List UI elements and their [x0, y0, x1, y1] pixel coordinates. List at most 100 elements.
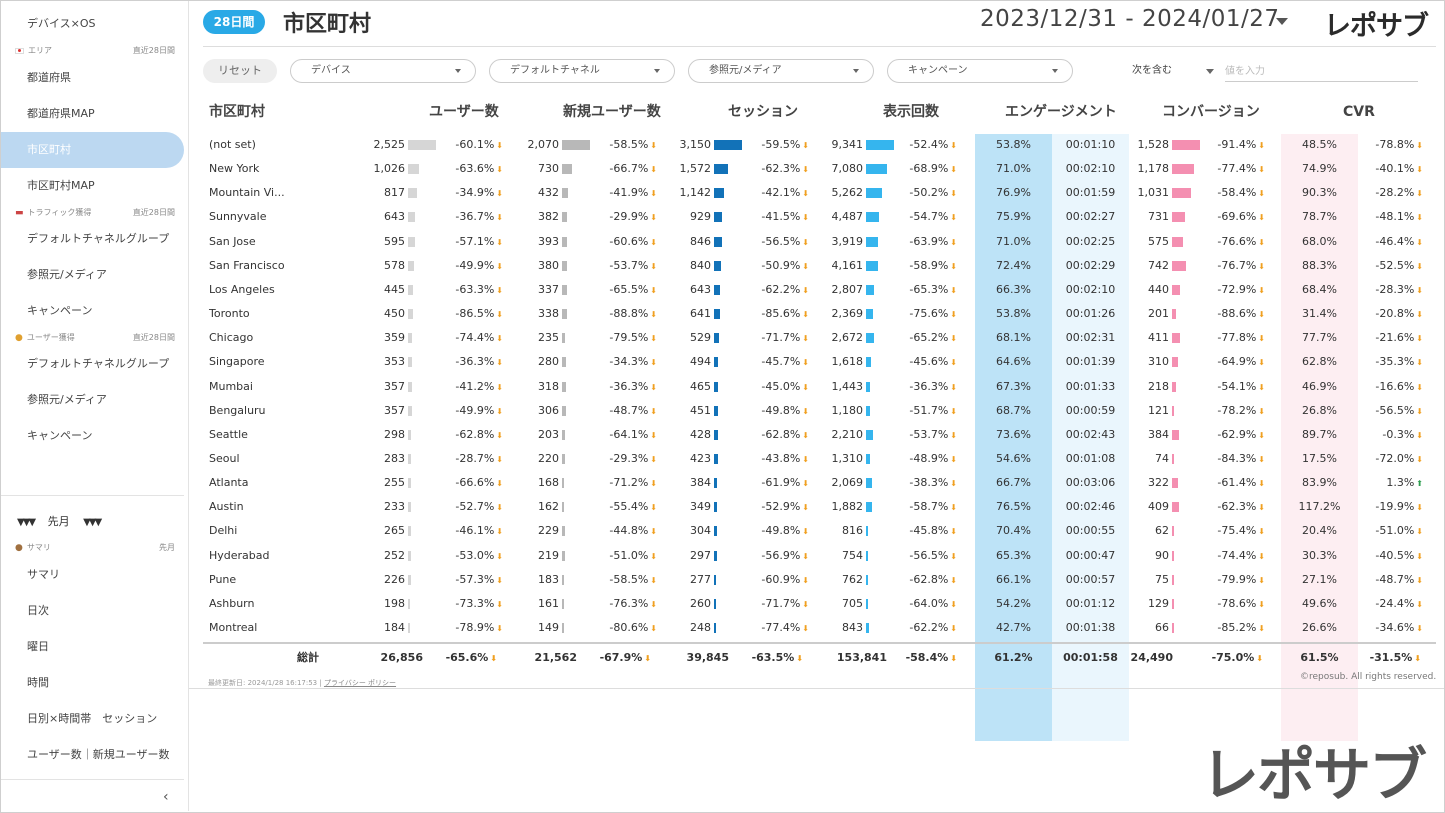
- arrow-down-icon: ⬇: [496, 551, 503, 561]
- chevron-down-icon[interactable]: [1276, 18, 1288, 25]
- bar-mark: [1172, 236, 1183, 247]
- table-row[interactable]: Ashburn 198 -73.3% ⬇ 161 -76.3% ⬇ 260 -71.7% ⬇ 705…: [203, 592, 1436, 616]
- sidebar-item-prefecture[interactable]: 都道府県: [27, 71, 71, 84]
- channel-filter[interactable]: デフォルトチャネル: [489, 59, 675, 83]
- sidebar-item-hour[interactable]: 時間: [27, 676, 49, 689]
- header-city[interactable]: 市区町村: [209, 104, 265, 120]
- source-medium-filter[interactable]: 参照元/メディア: [688, 59, 874, 83]
- change-cell: -58.5% ⬇: [593, 133, 657, 157]
- engagement-cell: 42.7%: [996, 621, 1031, 634]
- header-conversions[interactable]: コンバージョン: [1162, 104, 1260, 120]
- engagement-cell: 71.0%: [996, 162, 1031, 176]
- table-row[interactable]: Toronto 450 -86.5% ⬇ 338 -88.8% ⬇ 641 -85.6% ⬇ 2,3…: [203, 302, 1436, 326]
- table-row[interactable]: Pune 226 -57.3% ⬇ 183 -58.5% ⬇ 277 -60.9% ⬇ 762 -62…: [203, 568, 1436, 592]
- change-value: -28.7%: [455, 451, 495, 465]
- change-cell: -76.3% ⬇: [593, 592, 657, 616]
- change-value: -68.9%: [909, 162, 949, 176]
- sidebar-item-summary[interactable]: サマリ: [27, 568, 60, 581]
- header-engagement[interactable]: エンゲージメント: [1005, 104, 1117, 120]
- reset-button[interactable]: リセット: [203, 59, 277, 83]
- cvr-cell: 17.5%: [1302, 451, 1337, 465]
- bar-mark: [714, 260, 721, 271]
- table-row[interactable]: New York 1,026 -63.6% ⬇ 730 -66.7% ⬇ 1,572 -62.3…: [203, 157, 1436, 181]
- table-row[interactable]: Seoul 283 -28.7% ⬇ 220 -29.3% ⬇ 423 -43.8% ⬇ 1,310…: [203, 447, 1436, 471]
- change-cell: -49.8% ⬇: [745, 519, 809, 543]
- change-value: -45.0%: [761, 379, 801, 393]
- sidebar-item-prefecture-map[interactable]: 都道府県MAP: [27, 107, 95, 120]
- table-row[interactable]: Chicago 359 -74.4% ⬇ 235 -79.5% ⬇ 529 -71.7% ⬇ 2,6…: [203, 326, 1436, 350]
- chevron-left-icon[interactable]: ‹: [163, 789, 169, 805]
- arrow-down-icon: ⬇: [496, 261, 503, 271]
- bar-mark: [714, 236, 722, 247]
- header-cvr[interactable]: CVR: [1343, 104, 1375, 120]
- change-value: -56.5%: [909, 548, 949, 562]
- table-row[interactable]: San Francisco 578 -49.9% ⬇ 380 -53.7% ⬇ 840 -50.…: [203, 254, 1436, 278]
- sidebar-item-city-map[interactable]: 市区町村MAP: [27, 179, 95, 192]
- header-users[interactable]: ユーザー数: [429, 104, 499, 120]
- match-mode-select[interactable]: 次を含む: [1132, 62, 1216, 80]
- table-row[interactable]: Austin 233 -52.7% ⬇ 162 -55.4% ⬇ 349 -52.9% ⬇ 1,88…: [203, 495, 1436, 519]
- sidebar-item-day-hour-session[interactable]: 日別×時間帯 セッション: [27, 712, 158, 725]
- date-range-picker[interactable]: 2023/12/31 - 2024/01/27: [980, 6, 1280, 32]
- change-cell: -24.4% ⬇: [1359, 592, 1423, 616]
- bar-mark: [866, 260, 878, 271]
- value-cell: 90: [1155, 548, 1169, 562]
- value-cell: 255: [384, 476, 405, 490]
- table-row[interactable]: Los Angeles 445 -63.3% ⬇ 337 -65.5% ⬇ 643 -62.2%…: [203, 278, 1436, 302]
- bar-mark: [1172, 381, 1176, 392]
- sidebar-item-traffic-source[interactable]: 参照元/メディア: [27, 268, 107, 281]
- change-cell: -29.3% ⬇: [593, 447, 657, 471]
- sidebar-item-user-channel[interactable]: デフォルトチャネルグループ: [27, 357, 170, 370]
- header-views[interactable]: 表示回数: [883, 104, 939, 120]
- change-value: -75.6%: [909, 307, 949, 321]
- change-value: -61.9%: [761, 476, 801, 490]
- sidebar-item-user-campaign[interactable]: キャンペーン: [27, 429, 93, 442]
- table-row[interactable]: Hyderabad 252 -53.0% ⬇ 219 -51.0% ⬇ 297 -56.9% ⬇ 7…: [203, 544, 1436, 568]
- filter-value-input[interactable]: [1225, 62, 1418, 82]
- table-row[interactable]: Delhi 265 -46.1% ⬇ 229 -44.8% ⬇ 304 -49.8% ⬇ 816 -4…: [203, 519, 1436, 543]
- change-value: -49.8%: [761, 403, 801, 417]
- bar-mark: [562, 478, 564, 489]
- table-row[interactable]: (not set) 2,525 -60.1% ⬇ 2,070 -58.5% ⬇ 3,150 -5…: [203, 133, 1436, 157]
- change-cell: -57.3% ⬇: [439, 568, 503, 592]
- arrow-down-icon: ⬇: [650, 575, 657, 585]
- arrow-down-icon: ⬇: [802, 310, 809, 320]
- sidebar-item-daily[interactable]: 日次: [27, 604, 49, 617]
- sidebar-divider: [1, 495, 184, 496]
- table-row[interactable]: Montreal 184 -78.9% ⬇ 149 -80.6% ⬇ 248 -77.4% ⬇ 84…: [203, 616, 1436, 640]
- table-row[interactable]: Mumbai 357 -41.2% ⬇ 318 -36.3% ⬇ 465 -45.0% ⬇ 1,44…: [203, 375, 1436, 399]
- sidebar-item-users-new-users[interactable]: ユーザー数｜新規ユーザー数: [27, 748, 170, 761]
- sidebar-item-traffic-channel[interactable]: デフォルトチャネルグループ: [27, 232, 170, 245]
- sidebar-section-user: ● ユーザー獲得 直近28日間: [15, 333, 175, 343]
- table-row[interactable]: Sunnyvale 643 -36.7% ⬇ 382 -29.9% ⬇ 929 -41.5% ⬇ 4…: [203, 205, 1436, 229]
- bar-mark: [408, 357, 412, 368]
- arrow-down-icon: ⬇: [496, 285, 503, 295]
- change-value: -29.9%: [609, 210, 649, 224]
- change-value: -24.4%: [1375, 596, 1415, 610]
- table-row[interactable]: Bengaluru 357 -49.9% ⬇ 306 -48.7% ⬇ 451 -49.8% ⬇ 1…: [203, 399, 1436, 423]
- change-value: -66.7%: [609, 162, 649, 176]
- arrow-down-icon: ⬇: [950, 551, 957, 561]
- arrow-down-icon: ⬇: [1416, 430, 1423, 440]
- bar-mark: [866, 212, 879, 223]
- privacy-link[interactable]: プライバシー ポリシー: [323, 679, 397, 687]
- table-row[interactable]: Seattle 298 -62.8% ⬇ 203 -64.1% ⬇ 428 -62.8% ⬇ 2,2…: [203, 423, 1436, 447]
- table-row[interactable]: Atlanta 255 -66.6% ⬇ 168 -71.2% ⬇ 384 -61.9% ⬇ 2,0…: [203, 471, 1436, 495]
- table-row[interactable]: San Jose 595 -57.1% ⬇ 393 -60.6% ⬇ 846 -56.5% ⬇ 3,…: [203, 230, 1436, 254]
- campaign-filter[interactable]: キャンペーン: [887, 59, 1073, 83]
- table-row[interactable]: Mountain Vi... 817 -34.9% ⬇ 432 -41.9% ⬇ 1,142-…: [203, 181, 1436, 205]
- device-filter[interactable]: デバイス: [290, 59, 476, 83]
- sidebar-item-user-source[interactable]: 参照元/メディア: [27, 393, 107, 406]
- header-sessions[interactable]: セッション: [728, 104, 798, 120]
- sidebar-item-device-os[interactable]: デバイス×OS: [27, 17, 96, 30]
- arrow-down-icon: ⬇: [950, 624, 957, 633]
- arrow-down-icon: ⬇: [496, 213, 503, 223]
- change-cell: -71.2% ⬇: [593, 471, 657, 495]
- month-selector[interactable]: ▼▼▼ 先月 ▼▼▼: [17, 513, 177, 531]
- sidebar-item-weekday[interactable]: 曜日: [27, 640, 49, 653]
- change-cell: -77.8% ⬇: [1201, 326, 1265, 350]
- table-row[interactable]: Singapore 353 -36.3% ⬇ 280 -34.3% ⬇ 494 -45.7% ⬇ 1…: [203, 350, 1436, 374]
- sidebar-item-traffic-campaign[interactable]: キャンペーン: [27, 304, 93, 317]
- header-new-users[interactable]: 新規ユーザー数: [563, 104, 661, 120]
- sidebar-item-city[interactable]: 市区町村: [1, 132, 184, 168]
